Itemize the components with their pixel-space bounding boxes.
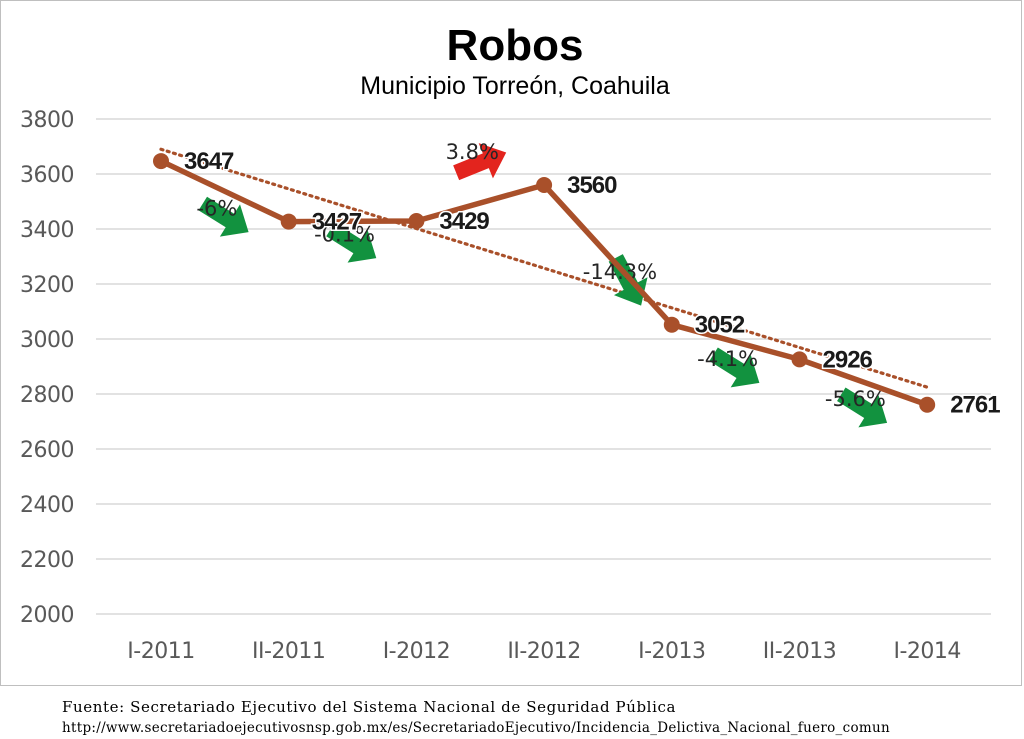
change-label: -0.1% xyxy=(314,222,375,246)
y-tick-label: 2000 xyxy=(20,603,74,628)
x-tick-label: I-2011 xyxy=(127,639,194,664)
trendline-path xyxy=(159,147,929,389)
arrow-shape xyxy=(326,222,377,263)
y-tick-label: 2800 xyxy=(20,383,74,408)
x-tick-label: I-2013 xyxy=(638,639,705,664)
x-tick-label: II-2012 xyxy=(507,639,580,664)
change-label: -4.1% xyxy=(697,347,758,371)
chart-frame: Robos Municipio Torreón, Coahuila 3800 36… xyxy=(0,0,1022,686)
data-label: 3427 xyxy=(312,209,362,236)
data-point xyxy=(663,316,680,333)
change-arrow-icon xyxy=(326,222,377,263)
data-point xyxy=(791,351,808,368)
chart-subtitle: Municipio Torreón, Coahuila xyxy=(360,72,670,100)
arrow-shape xyxy=(709,347,760,388)
data-label: 3052 xyxy=(695,312,745,339)
arrow-shape xyxy=(453,143,507,181)
change-arrow-icon xyxy=(198,196,249,237)
data-label: 2761 xyxy=(950,392,1000,419)
change-label: -5.6% xyxy=(825,387,886,411)
data-label: 3429 xyxy=(439,208,489,235)
source-note: Fuente: Secretariado Ejecutivo del Siste… xyxy=(62,697,1022,739)
x-tick-label: II-2013 xyxy=(763,639,836,664)
y-axis: 3800 3600 3400 3200 3000 2800 2600 2400 2200 2000 xyxy=(20,108,75,628)
y-tick-label: 3800 xyxy=(20,108,74,133)
change-arrow-icon xyxy=(837,387,888,428)
x-tick-label: I-2012 xyxy=(383,639,450,664)
y-tick-label: 2400 xyxy=(20,493,74,518)
source-url: http://www.secretariadoejecutivosnsp.gob… xyxy=(62,720,890,736)
chart-title: Robos xyxy=(447,21,584,70)
trendline xyxy=(159,147,929,389)
change-label: 3.8% xyxy=(446,140,499,164)
data-point xyxy=(408,213,425,230)
y-tick-label: 3200 xyxy=(20,273,74,298)
data-point xyxy=(280,213,297,230)
y-tick-label: 3000 xyxy=(20,328,74,353)
line-chart: Robos Municipio Torreón, Coahuila 3800 36… xyxy=(20,21,1003,664)
series-line xyxy=(159,158,929,408)
data-labels: 3647 3427 3429 3560 3052 2926 2761 xyxy=(183,147,1003,421)
change-arrow-icon xyxy=(709,347,760,388)
y-tick-label: 2200 xyxy=(20,548,74,573)
x-tick-label: I-2014 xyxy=(893,639,960,664)
change-arrow-icon xyxy=(453,143,507,181)
x-axis: I-2011 II-2011 I-2012 II-2012 I-2013 II-2013 I… xyxy=(127,639,961,664)
data-point xyxy=(536,177,553,193)
data-point xyxy=(153,153,169,170)
change-label: -6% xyxy=(196,196,237,220)
y-tick-label: 3400 xyxy=(20,218,74,243)
x-tick-label: II-2011 xyxy=(252,639,325,664)
arrow-shape xyxy=(198,196,249,237)
data-label: 2926 xyxy=(823,346,873,373)
data-label: 3560 xyxy=(567,172,617,199)
arrow-shape xyxy=(837,387,888,428)
data-label: 3647 xyxy=(184,148,234,175)
series xyxy=(153,153,936,413)
y-tick-label: 2600 xyxy=(20,438,74,463)
source-text: Fuente: Secretariado Ejecutivo del Siste… xyxy=(62,698,677,716)
y-tick-label: 3600 xyxy=(20,163,74,188)
data-point xyxy=(919,396,936,413)
